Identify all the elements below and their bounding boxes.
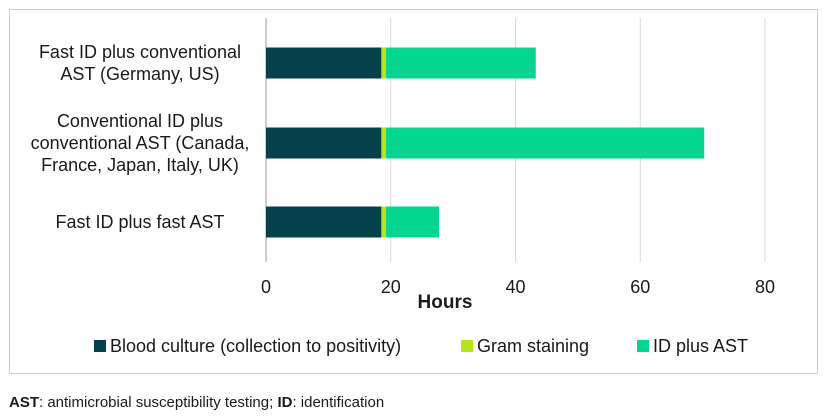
x-axis-title: Hours bbox=[418, 292, 473, 313]
footnote: AST: antimicrobial susceptibility testin… bbox=[9, 394, 384, 411]
footnote-text-id: : identification bbox=[292, 394, 385, 411]
bar-segment bbox=[381, 206, 387, 238]
category-label: Fast ID plus conventional AST (Germany, U… bbox=[39, 42, 241, 84]
bar-segment bbox=[266, 47, 382, 79]
legend: Blood culture (collection to positivity)… bbox=[94, 336, 748, 356]
x-tick-label: 0 bbox=[261, 277, 271, 297]
bar-segment bbox=[381, 47, 387, 79]
x-tick-label: 60 bbox=[630, 277, 650, 297]
bars bbox=[266, 47, 705, 238]
bar-segment bbox=[386, 206, 440, 238]
x-tick-label: 20 bbox=[381, 277, 401, 297]
bar-segment bbox=[386, 127, 705, 159]
category-labels: Fast ID plus conventional AST (Germany, U… bbox=[31, 42, 250, 232]
category-label: Conventional ID plus conventional AST (Ca… bbox=[31, 111, 250, 175]
legend-label: Blood culture (collection to positivity) bbox=[110, 336, 401, 356]
bar-segment bbox=[386, 47, 536, 79]
x-tick-label: 40 bbox=[505, 277, 525, 297]
legend-label: Gram staining bbox=[477, 336, 589, 356]
legend-swatch bbox=[637, 340, 649, 352]
legend-label: ID plus AST bbox=[653, 336, 748, 356]
x-tick-labels: 0 20 40 60 80 bbox=[261, 277, 775, 297]
footnote-abbr-id: ID bbox=[277, 394, 293, 411]
legend-swatch bbox=[94, 340, 106, 352]
footnote-abbr-ast: AST bbox=[9, 394, 39, 411]
bar-segment bbox=[381, 127, 387, 159]
bar-segment bbox=[266, 206, 382, 238]
bar-segment bbox=[266, 127, 382, 159]
footnote-text-ast: : antimicrobial susceptibility testing; bbox=[39, 394, 278, 411]
x-tick-label: 80 bbox=[755, 277, 775, 297]
stacked-bar-chart: Fast ID plus conventional AST (Germany, U… bbox=[31, 18, 775, 356]
chart-frame: Fast ID plus conventional AST (Germany, U… bbox=[9, 9, 818, 374]
category-label: Fast ID plus fast AST bbox=[55, 212, 224, 232]
legend-swatch bbox=[461, 340, 473, 352]
